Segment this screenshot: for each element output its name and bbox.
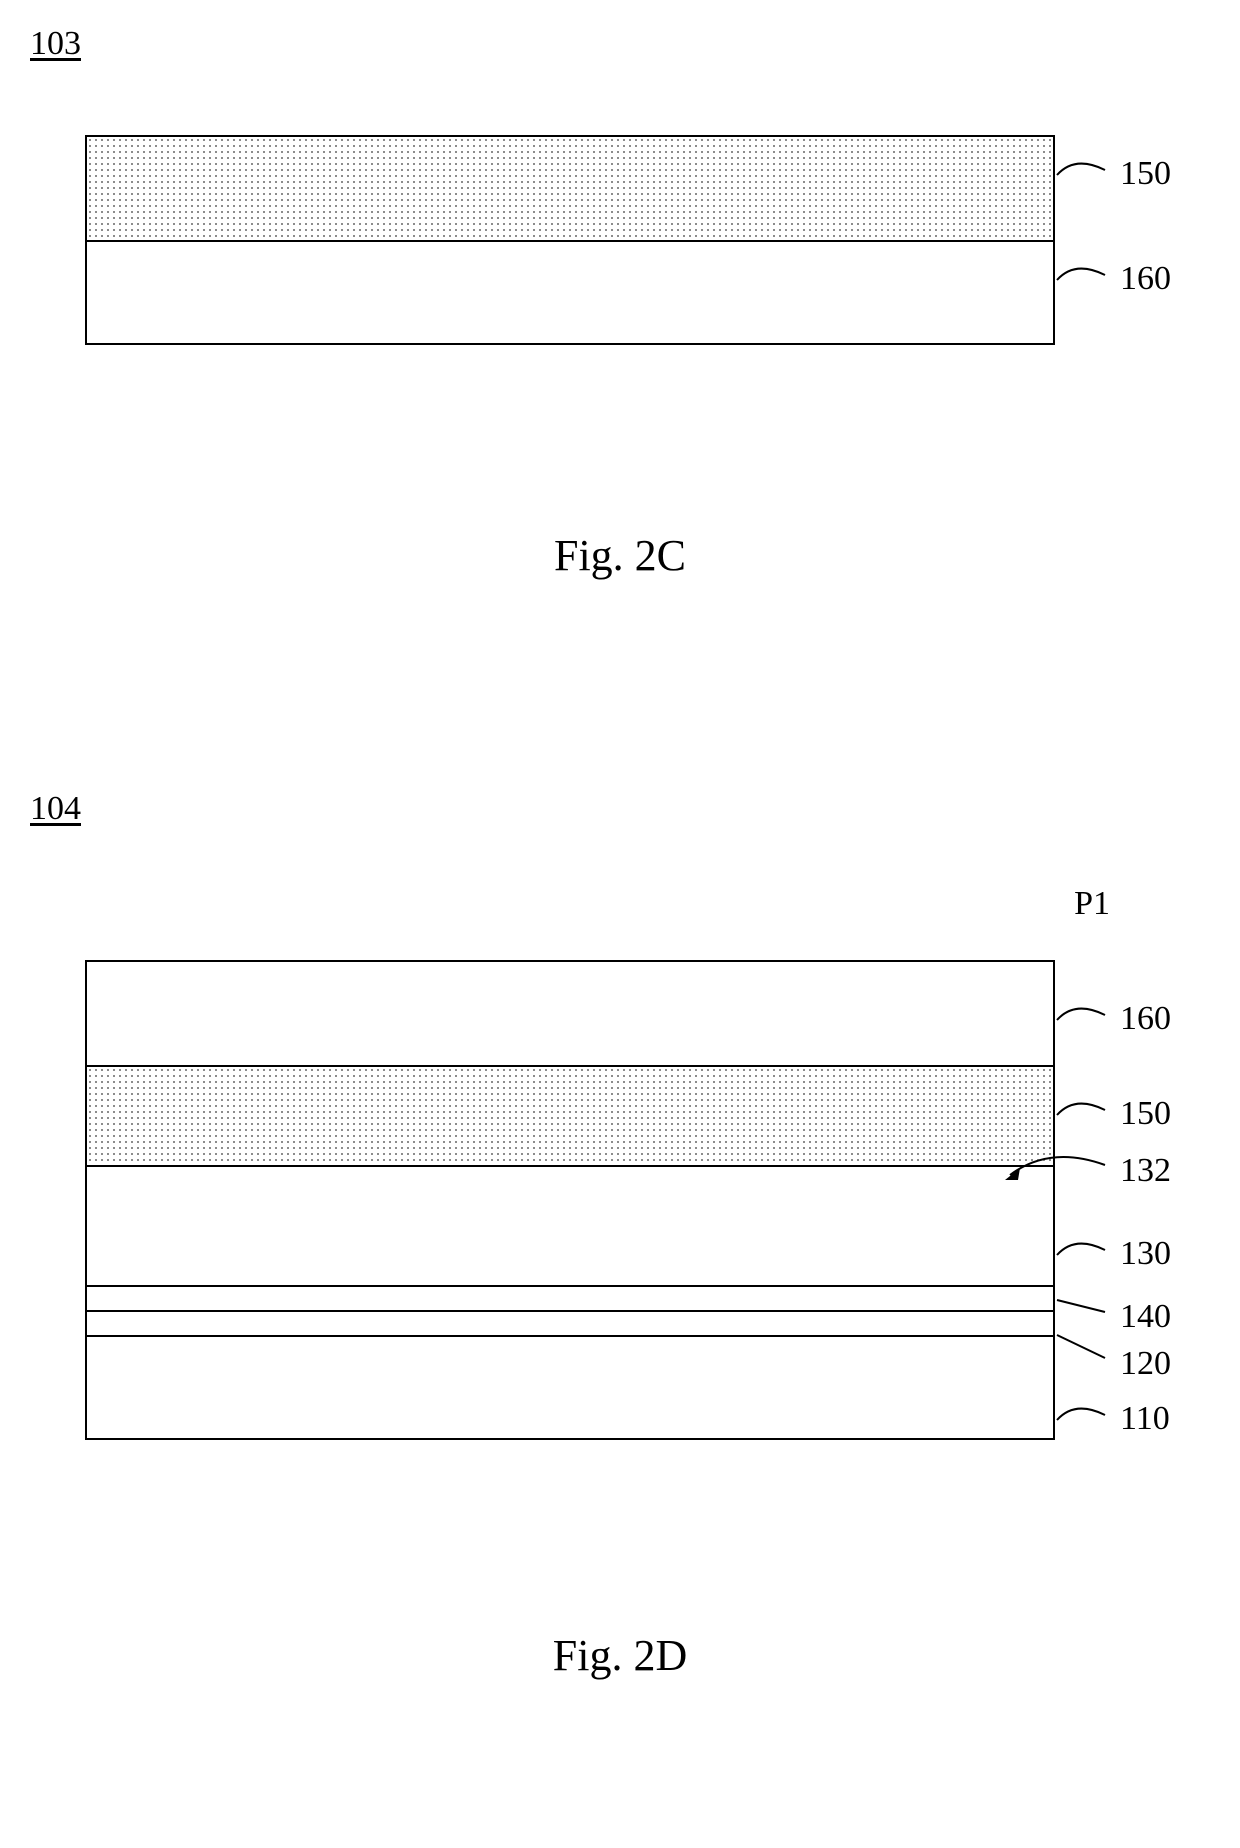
- label-120-2d: 120: [1120, 1345, 1171, 1383]
- label-160-2d: 160: [1120, 1000, 1171, 1038]
- label-130-2d: 130: [1120, 1235, 1171, 1273]
- figure-2d-leaders: [0, 0, 1240, 1600]
- label-150-2d: 150: [1120, 1095, 1171, 1133]
- label-110-2d: 110: [1120, 1400, 1170, 1438]
- label-140-2d: 140: [1120, 1298, 1171, 1336]
- figure-2d-title: Fig. 2D: [553, 1630, 687, 1681]
- label-132-2d: 132: [1120, 1152, 1171, 1190]
